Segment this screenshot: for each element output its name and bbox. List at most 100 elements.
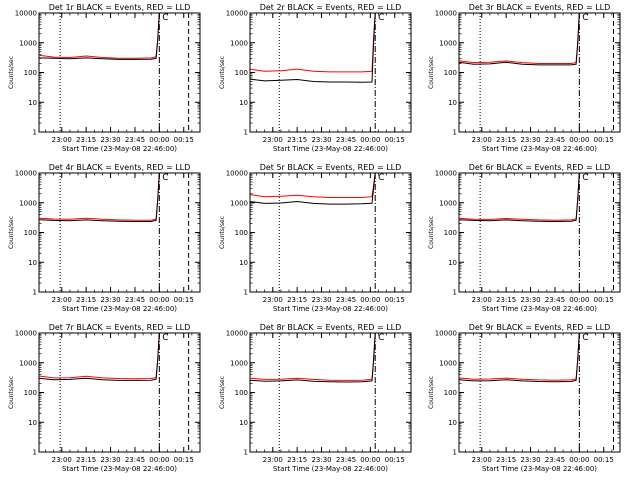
y-tick-label: 10000 xyxy=(435,170,457,178)
y-tick-label: 1 xyxy=(453,449,457,457)
y-tick-label: 1000 xyxy=(19,199,37,207)
panel-det-2: Det 2r BLACK = Events, RED = LLD Counts/s… xyxy=(219,3,412,153)
events-series-line xyxy=(39,173,160,222)
y-tick-label: 1 xyxy=(33,289,37,297)
events-series-line xyxy=(459,173,580,223)
x-tick-label: 23:45 xyxy=(336,456,356,464)
x-tick-label: 23:45 xyxy=(125,136,145,144)
x-tick-label: 23:15 xyxy=(496,136,516,144)
x-tick-label: 23:15 xyxy=(76,296,96,304)
y-tick-label: 10 xyxy=(448,99,457,107)
events-series-line xyxy=(39,333,160,381)
marker-label: C xyxy=(162,13,168,23)
panel-title: Det 4r BLACK = Events, RED = LLD xyxy=(49,163,191,172)
x-tick-label: 23:45 xyxy=(545,136,565,144)
x-tick-label: 23:15 xyxy=(287,136,307,144)
y-tick-label: 10 xyxy=(28,99,37,107)
panel-title: Det 9r BLACK = Events, RED = LLD xyxy=(469,323,611,332)
x-tick-label: 23:45 xyxy=(336,296,356,304)
x-tick-label: 23:15 xyxy=(496,296,516,304)
x-tick-label: 23:00 xyxy=(52,456,72,464)
plot-frame xyxy=(249,172,412,293)
y-tick-label: 1 xyxy=(244,129,248,137)
x-axis-label: Start Time (23-May-08 22:46:00) xyxy=(62,145,177,153)
y-tick-label: 1 xyxy=(33,449,37,457)
plot-frame xyxy=(38,172,201,293)
y-axis-label: Counts/sec xyxy=(428,56,435,89)
y-tick-label: 10000 xyxy=(226,170,248,178)
y-tick-label: 1000 xyxy=(19,359,37,367)
marker-label: C xyxy=(582,173,588,183)
y-tick-label: 1 xyxy=(453,129,457,137)
x-tick-label: 23:45 xyxy=(125,296,145,304)
x-tick-label: 23:00 xyxy=(472,136,492,144)
y-tick-label: 1000 xyxy=(439,39,457,47)
marker-label: C xyxy=(378,333,384,343)
x-axis-label: Start Time (23-May-08 22:46:00) xyxy=(482,145,597,153)
lld-series-line xyxy=(39,333,160,380)
y-tick-label: 100 xyxy=(444,389,457,397)
events-series-line xyxy=(250,173,376,205)
y-tick-label: 10 xyxy=(28,259,37,267)
y-tick-label: 100 xyxy=(24,69,37,77)
x-tick-label: 23:15 xyxy=(287,456,307,464)
y-tick-label: 1 xyxy=(453,289,457,297)
x-tick-label: 00:00 xyxy=(569,296,589,304)
x-tick-label: 23:15 xyxy=(287,296,307,304)
x-tick-label: 23:00 xyxy=(263,296,283,304)
marker-label: C xyxy=(378,13,384,23)
x-tick-label: 23:00 xyxy=(52,296,72,304)
panel-det-5: Det 5r BLACK = Events, RED = LLD Counts/s… xyxy=(219,163,412,313)
y-tick-label: 1000 xyxy=(230,359,248,367)
panel-det-4: Det 4r BLACK = Events, RED = LLD Counts/s… xyxy=(8,163,201,313)
events-series-line xyxy=(250,333,376,383)
lld-series-line xyxy=(459,173,580,221)
panel-det-9: Det 9r BLACK = Events, RED = LLD Counts/s… xyxy=(428,323,621,473)
x-tick-label: 23:00 xyxy=(263,456,283,464)
plot-frame xyxy=(38,332,201,453)
y-tick-label: 10000 xyxy=(15,330,37,338)
plot-frame xyxy=(458,172,621,293)
y-axis-label: Counts/sec xyxy=(8,376,15,409)
panel-title: Det 6r BLACK = Events, RED = LLD xyxy=(469,163,611,172)
y-tick-label: 10 xyxy=(448,259,457,267)
panel-title: Det 5r BLACK = Events, RED = LLD xyxy=(260,163,402,172)
lld-series-line xyxy=(250,173,376,198)
y-axis-label: Counts/sec xyxy=(219,216,226,249)
y-tick-label: 10 xyxy=(239,419,248,427)
y-tick-label: 1000 xyxy=(230,39,248,47)
x-tick-label: 00:00 xyxy=(569,136,589,144)
marker-label: C xyxy=(582,333,588,343)
lld-series-line xyxy=(250,13,376,73)
y-axis-label: Counts/sec xyxy=(219,376,226,409)
y-tick-label: 100 xyxy=(444,69,457,77)
y-tick-label: 10 xyxy=(239,259,248,267)
y-tick-label: 10000 xyxy=(435,330,457,338)
y-tick-label: 1000 xyxy=(439,199,457,207)
panel-det-3: Det 3r BLACK = Events, RED = LLD Counts/s… xyxy=(428,3,621,153)
panel-title: Det 8r BLACK = Events, RED = LLD xyxy=(260,323,402,332)
y-axis-label: Counts/sec xyxy=(8,216,15,249)
x-axis-label: Start Time (23-May-08 22:46:00) xyxy=(482,305,597,313)
x-tick-label: 23:30 xyxy=(100,456,120,464)
x-tick-label: 00:00 xyxy=(149,456,169,464)
events-series-line xyxy=(250,13,376,83)
y-axis-label: Counts/sec xyxy=(428,376,435,409)
y-tick-label: 100 xyxy=(24,229,37,237)
x-tick-label: 23:15 xyxy=(76,456,96,464)
x-tick-label: 23:45 xyxy=(336,136,356,144)
x-tick-label: 00:00 xyxy=(149,136,169,144)
x-axis-label: Start Time (23-May-08 22:46:00) xyxy=(273,305,388,313)
x-tick-label: 00:15 xyxy=(594,456,614,464)
events-series-line xyxy=(459,13,580,66)
x-tick-label: 23:00 xyxy=(472,296,492,304)
x-tick-label: 23:15 xyxy=(76,136,96,144)
y-tick-label: 100 xyxy=(235,69,248,77)
y-tick-label: 1 xyxy=(33,129,37,137)
x-tick-label: 00:00 xyxy=(569,456,589,464)
x-tick-label: 00:00 xyxy=(149,296,169,304)
y-tick-label: 10000 xyxy=(15,10,37,18)
marker-label: C xyxy=(582,13,588,23)
